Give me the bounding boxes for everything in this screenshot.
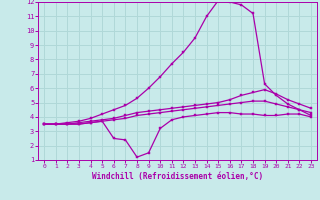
X-axis label: Windchill (Refroidissement éolien,°C): Windchill (Refroidissement éolien,°C) — [92, 172, 263, 181]
